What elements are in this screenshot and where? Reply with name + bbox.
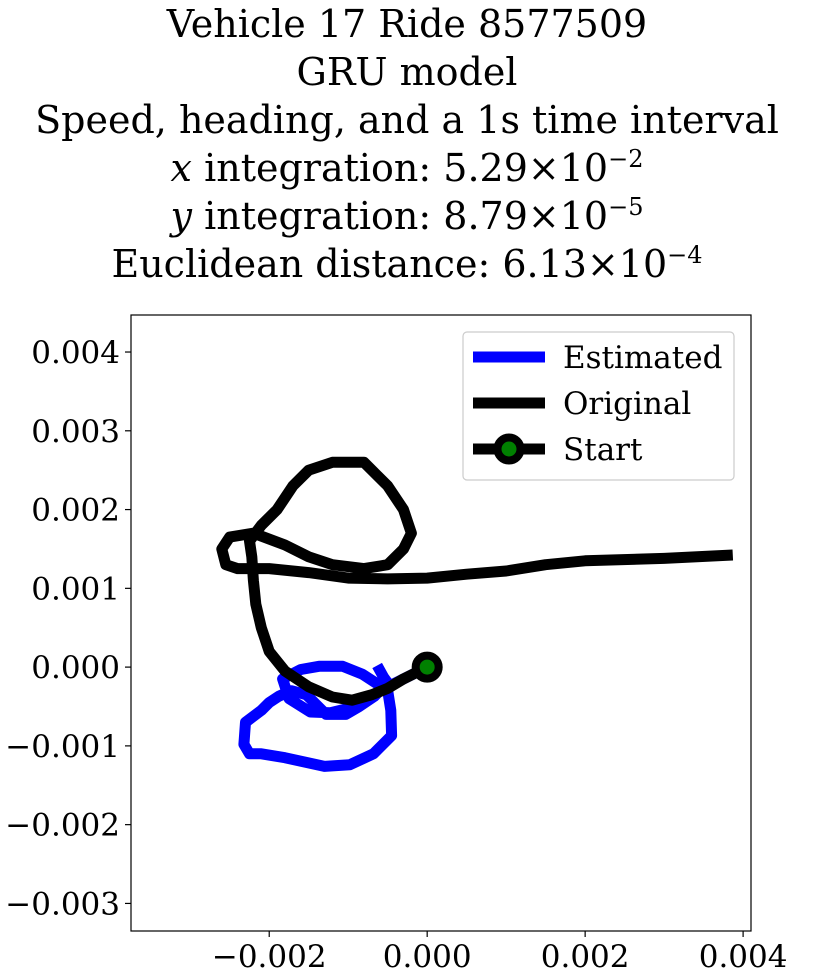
metric-dist-mantissa: 6.13 bbox=[502, 242, 587, 286]
axes-frame bbox=[130, 314, 752, 932]
y-tick-label: −0.001 bbox=[5, 729, 120, 765]
x-tick-label: 0.000 bbox=[383, 939, 472, 975]
x-tick-label: 0.004 bbox=[699, 939, 788, 975]
legend-label-start: Start bbox=[563, 432, 643, 468]
legend-label-original: Original bbox=[563, 386, 691, 422]
y-tick-label: 0.004 bbox=[31, 335, 120, 371]
chart-title-line-1: Vehicle 17 Ride 8577509 bbox=[166, 2, 648, 46]
metric-x-times: ×10 bbox=[527, 146, 609, 190]
metric-y-label: integration: bbox=[204, 194, 444, 238]
chart-title-line-2: GRU model bbox=[296, 50, 518, 94]
metric-y-exponent: −5 bbox=[608, 193, 644, 221]
metric-x-integration: x integration: 5.29×10−2 bbox=[0, 144, 814, 192]
legend-label-estimated: Estimated bbox=[563, 340, 722, 376]
plot-layer bbox=[216, 456, 734, 772]
y-tick-label: 0.003 bbox=[31, 414, 120, 450]
legend: Estimated Original Start bbox=[462, 331, 735, 481]
metric-euclidean-distance: Euclidean distance: 6.13×10−4 bbox=[0, 240, 814, 288]
x-tick-label: 0.002 bbox=[541, 939, 630, 975]
start-marker bbox=[411, 651, 443, 683]
x-tick-label: −0.002 bbox=[212, 939, 327, 975]
series-line-estimated bbox=[238, 659, 435, 772]
metric-dist-times: ×10 bbox=[586, 242, 668, 286]
metric-x-exponent: −2 bbox=[608, 145, 644, 173]
y-tick-label: 0.000 bbox=[31, 650, 120, 686]
chart-title-line-3: Speed, heading, and a 1s time interval bbox=[35, 98, 779, 142]
chart-title-block: Vehicle 17 Ride 8577509 GRU model Speed,… bbox=[0, 0, 814, 288]
ticks-layer: −0.002 0.000 0.002 0.004 0.004 0.003 0.002 0.00… bbox=[5, 335, 787, 975]
y-tick-label: −0.003 bbox=[5, 886, 120, 922]
legend-frame bbox=[462, 331, 735, 481]
y-tick-label: −0.002 bbox=[5, 808, 120, 844]
y-tick-label: 0.002 bbox=[31, 493, 120, 529]
metric-x-variable: x bbox=[170, 146, 192, 190]
metric-y-variable: y bbox=[170, 194, 192, 238]
series-group bbox=[216, 456, 734, 772]
metric-y-integration: y integration: 8.79×10−5 bbox=[0, 192, 814, 240]
series-line-original bbox=[216, 456, 734, 706]
legend-marker-start bbox=[493, 433, 525, 465]
metric-y-mantissa: 8.79 bbox=[443, 194, 528, 238]
metric-x-mantissa: 5.29 bbox=[443, 146, 528, 190]
metric-dist-exponent: −4 bbox=[667, 241, 703, 269]
metric-y-times: ×10 bbox=[527, 194, 609, 238]
metric-dist-label: Euclidean distance: bbox=[111, 242, 503, 286]
y-tick-label: 0.001 bbox=[31, 571, 120, 607]
metric-x-label: integration: bbox=[204, 146, 444, 190]
